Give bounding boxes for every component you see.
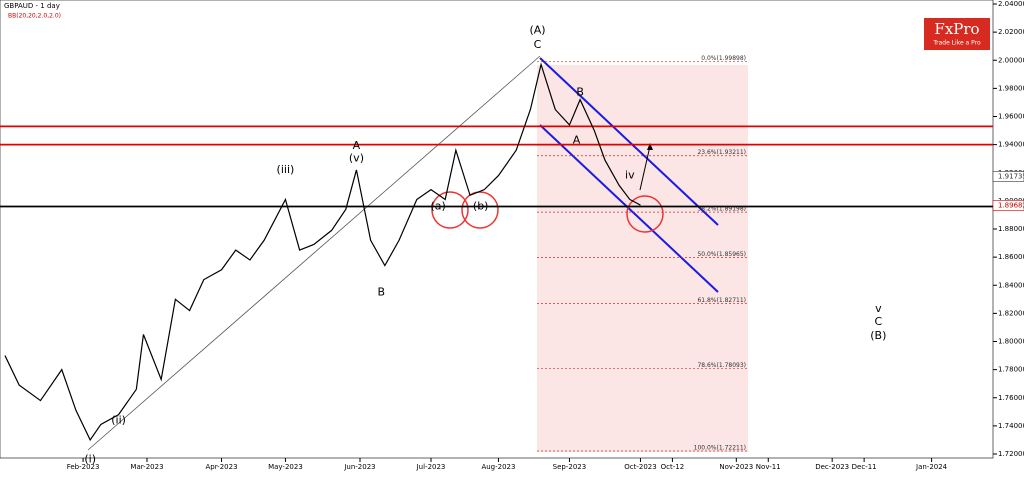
wave-label: (iii): [277, 163, 295, 176]
y-tick-label: 1.82000: [998, 309, 1024, 317]
wave-label: C: [874, 315, 882, 328]
wave-label: (i): [84, 453, 96, 466]
y-tick-label: 1.98000: [998, 84, 1024, 92]
price-marker-label: 1.91735: [998, 172, 1024, 180]
wave-label: C: [534, 38, 542, 51]
price-line: [4, 62, 641, 442]
x-tick-label: Oct-12: [661, 463, 685, 471]
fib-label: 38.2%(1.89198): [697, 206, 746, 213]
wave-label: v: [875, 302, 882, 315]
x-tick-label: Mar-2023: [130, 463, 163, 471]
channel-line: [539, 57, 719, 226]
x-tick-label: Jan-2024: [915, 463, 948, 471]
x-tick-label: Aug-2023: [481, 463, 515, 471]
indicator-label: BB(20,20,2.0,2.0): [8, 13, 61, 20]
x-tick-label: Nov-11: [756, 463, 781, 471]
y-tick-label: 1.80000: [998, 338, 1024, 346]
x-tick-label: May-2023: [268, 463, 303, 471]
x-tick-label: Jul-2023: [416, 463, 446, 471]
x-tick-label: Sep-2023: [553, 463, 587, 471]
wave-label: A: [353, 139, 361, 152]
y-tick-label: 1.76000: [998, 394, 1024, 402]
trend-line: [87, 55, 541, 451]
highlight-circle: [626, 195, 664, 233]
arrow-head: [647, 143, 653, 150]
price-marker-label: 1.89682: [998, 201, 1024, 209]
x-tick-label: Jun-2023: [343, 463, 375, 471]
x-tick-label: Dec-2023: [815, 463, 849, 471]
logo-tagline: Trade Like a Pro: [932, 40, 981, 47]
y-tick-label: 1.72000: [998, 450, 1024, 458]
logo-box: [924, 18, 990, 50]
y-tick-label: 1.94000: [998, 141, 1024, 149]
fib-zone: [537, 65, 748, 452]
fib-label: 100.0%(1.72211): [694, 445, 746, 452]
highlight-circle: [461, 191, 499, 229]
wave-label: B: [576, 86, 584, 99]
logo: FxPro: [934, 20, 979, 38]
channel-line: [539, 124, 719, 293]
y-tick-label: 1.84000: [998, 281, 1024, 289]
price-marker: [992, 200, 1024, 211]
y-tick-label: 1.78000: [998, 366, 1024, 374]
fib-label: 61.8%(1.82711): [697, 297, 746, 304]
y-tick-label: 1.74000: [998, 422, 1024, 430]
wave-label: (A): [529, 24, 545, 37]
fib-label: 0.0%(1.99898): [701, 55, 746, 62]
wave-label: (b): [473, 200, 489, 213]
wave-label: B: [378, 285, 386, 298]
price-marker: [992, 171, 1024, 182]
x-tick-label: Nov-2023: [719, 463, 753, 471]
y-tick-label: 1.96000: [998, 113, 1024, 121]
x-tick-label: Dec-11: [852, 463, 877, 471]
wave-label: A: [573, 133, 581, 146]
highlight-circle: [431, 191, 469, 229]
x-tick-label: Oct-2023: [624, 463, 656, 471]
wave-label: (v): [349, 152, 364, 165]
arrow: [639, 145, 651, 191]
wave-label: iv: [625, 169, 635, 182]
wave-label: (B): [870, 329, 886, 342]
wave-label: (ii): [111, 413, 126, 426]
fib-label: 78.6%(1.78093): [697, 362, 746, 369]
plot-frame: [0, 0, 994, 459]
x-tick-label: Feb-2023: [67, 463, 100, 471]
y-tick-label: 2.04000: [998, 0, 1024, 8]
fib-label: 23.6%(1.93211): [697, 149, 746, 156]
y-tick-label: 1.86000: [998, 253, 1024, 261]
wave-label: (a): [430, 200, 445, 213]
y-tick-label: 2.00000: [998, 56, 1024, 64]
y-tick-label: 1.88000: [998, 225, 1024, 233]
y-tick-label: 2.02000: [998, 28, 1024, 36]
chart-title: GBPAUD - 1 day: [4, 2, 60, 10]
fib-label: 50.0%(1.85965): [697, 251, 746, 258]
x-tick-label: Apr-2023: [206, 463, 238, 471]
